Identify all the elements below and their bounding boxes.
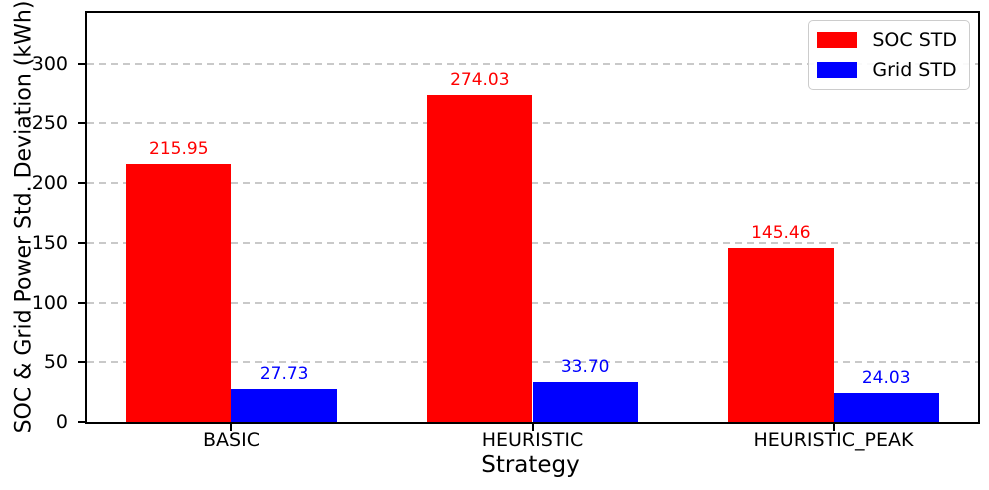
gridline-50 [87, 361, 978, 364]
gridline-300 [87, 62, 978, 65]
y-tick-label-150: 150 [31, 231, 68, 254]
bar-grid-std-heuristic_peak [833, 393, 939, 422]
x-tick-label-basic: BASIC [203, 429, 260, 451]
value-label-grid-std-heuristic: 33.70 [560, 356, 610, 377]
y-tick-mark-0 [78, 421, 85, 423]
x-axis-title: Strategy [481, 452, 580, 478]
y-tick-mark-200 [78, 182, 85, 185]
bar-grid-std-heuristic [532, 381, 638, 422]
y-tick-label-100: 100 [31, 291, 68, 314]
gridline-250 [87, 122, 978, 125]
x-tick-label-heuristic_peak: HEURISTIC_PEAK [753, 429, 914, 451]
value-label-soc-std-heuristic_peak: 145.46 [751, 223, 811, 244]
bar-soc-std-heuristic [427, 94, 533, 422]
value-label-soc-std-heuristic: 274.03 [450, 69, 510, 90]
value-label-grid-std-basic: 27.73 [259, 363, 309, 384]
y-tick-mark-150 [78, 241, 85, 244]
gridline-100 [87, 301, 978, 304]
x-tick-mark-heuristic_peak [832, 424, 835, 431]
y-tick-label-300: 300 [31, 52, 68, 75]
y-tick-mark-300 [78, 62, 85, 65]
legend-swatch-grid-std [817, 62, 858, 78]
legend-row-soc-std: SOC STD [817, 29, 957, 51]
legend-row-grid-std: Grid STD [817, 59, 957, 81]
y-tick-label-200: 200 [31, 172, 68, 195]
value-label-soc-std-basic: 215.95 [149, 139, 209, 160]
gridline-200 [87, 182, 978, 185]
y-tick-label-50: 50 [43, 351, 68, 374]
legend: SOC STD Grid STD [808, 20, 970, 90]
x-tick-label-heuristic: HEURISTIC [481, 429, 584, 451]
plot-area: 215.95 274.03 145.46 27.73 33.70 24.03 SOC ST… [85, 11, 980, 424]
x-tick-mark-heuristic [531, 424, 534, 431]
y-tick-mark-50 [78, 361, 85, 364]
legend-label-grid-std: Grid STD [872, 59, 957, 81]
y-tick-label-0: 0 [55, 411, 68, 433]
legend-label-soc-std: SOC STD [872, 29, 957, 51]
bar-soc-std-basic [126, 164, 232, 422]
y-tick-mark-250 [78, 122, 85, 125]
legend-swatch-soc-std [817, 32, 858, 48]
bar-soc-std-heuristic_peak [728, 248, 834, 422]
x-tick-mark-basic [230, 424, 233, 431]
gridline-150 [87, 241, 978, 244]
y-tick-label-250: 250 [31, 112, 68, 135]
value-label-grid-std-heuristic_peak: 24.03 [861, 368, 911, 389]
y-tick-mark-100 [78, 301, 85, 304]
bar-grid-std-basic [231, 388, 337, 422]
